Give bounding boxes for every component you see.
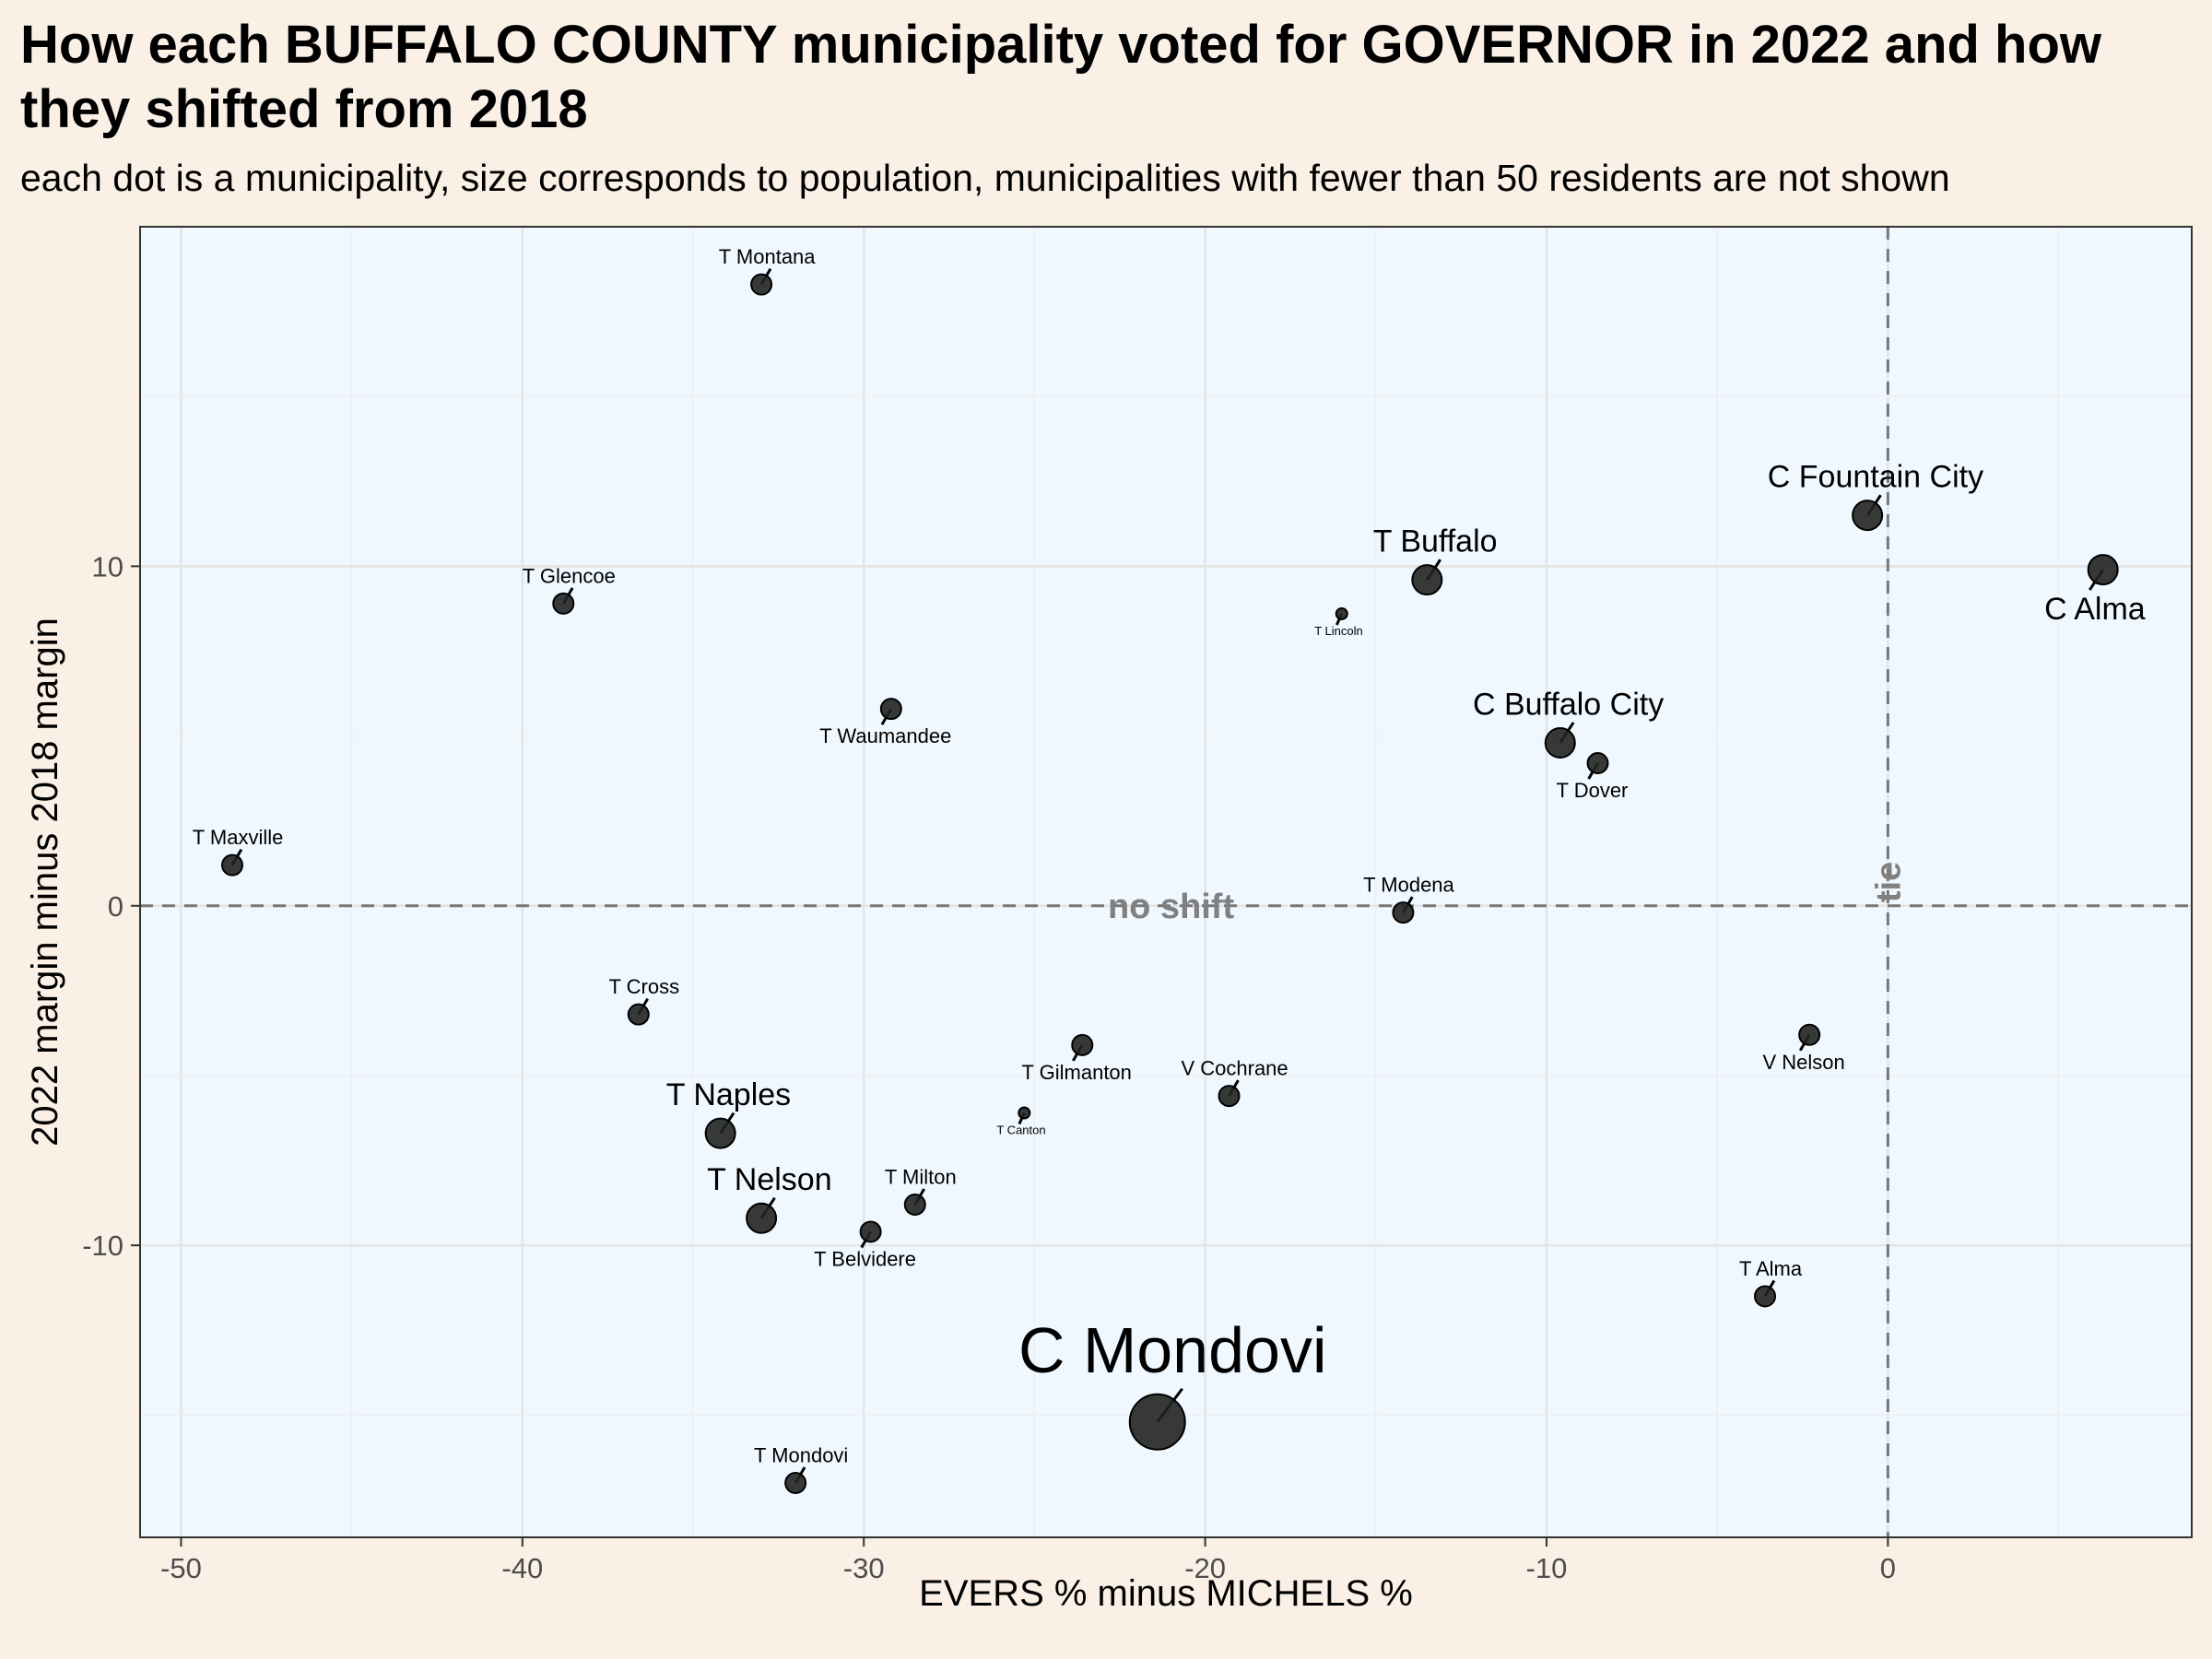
data-point-group: T Dover	[1557, 752, 1629, 802]
data-points: T Montana C Fountain City C Alma T Buffalo T…	[193, 245, 2146, 1495]
point-label: T Modena	[1363, 874, 1454, 897]
y-tick-label: 10	[92, 550, 124, 582]
point-label: C Alma	[2044, 592, 2146, 627]
data-point	[859, 1220, 882, 1243]
data-point	[1544, 726, 1576, 759]
data-point	[1798, 1023, 1821, 1046]
data-point-group: T Lincoln	[1314, 606, 1363, 638]
point-label: T Cross	[609, 975, 680, 998]
data-point-group: T Maxville	[193, 826, 284, 877]
data-point-group: T Belvidere	[814, 1220, 916, 1270]
data-point	[1392, 901, 1415, 924]
data-point	[903, 1193, 926, 1216]
point-label: C Mondovi	[1018, 1314, 1327, 1386]
data-point-group: T Gilmanton	[1021, 1033, 1132, 1084]
data-point	[1128, 1393, 1186, 1451]
data-point-group: T Waumandee	[819, 698, 951, 747]
data-point	[552, 592, 575, 615]
data-point	[1754, 1285, 1777, 1308]
data-point	[2087, 554, 2119, 586]
point-label: T Naples	[666, 1077, 791, 1112]
point-label: T Montana	[719, 245, 817, 268]
point-label: T Dover	[1557, 779, 1629, 802]
point-label: T Waumandee	[819, 724, 951, 747]
data-point	[1071, 1033, 1094, 1056]
point-label: T Alma	[1739, 1257, 1803, 1280]
chart-title: How each BUFFALO COUNTY municipality vot…	[20, 15, 2102, 139]
data-point-group: T Mondovi	[754, 1444, 848, 1495]
data-point	[627, 1003, 650, 1026]
y-tick-label: 0	[108, 890, 124, 923]
point-label: T Nelson	[707, 1162, 831, 1197]
x-tick-label: -50	[160, 1552, 202, 1584]
data-point-group: T Buffalo	[1373, 524, 1498, 596]
x-tick-label: -40	[501, 1552, 543, 1584]
data-point	[746, 1202, 778, 1234]
data-point	[1018, 1106, 1031, 1120]
data-point-group: C Fountain City	[1768, 460, 1983, 532]
x-tick-label: -20	[1184, 1552, 1226, 1584]
data-point-group: T Modena	[1363, 874, 1455, 924]
data-point	[704, 1117, 736, 1149]
reference-lines: no shift tie	[140, 227, 2192, 1537]
data-point-group: V Cochrane	[1181, 1057, 1288, 1108]
chart-subtitle: each dot is a municipality, size corresp…	[20, 157, 1950, 199]
point-label: T Glencoe	[523, 564, 616, 587]
point-label: T Lincoln	[1314, 624, 1363, 638]
point-label: V Nelson	[1762, 1051, 1844, 1074]
data-point-group: T Naples	[666, 1077, 791, 1149]
plot-panel	[140, 227, 2192, 1537]
point-label: T Belvidere	[814, 1247, 916, 1270]
data-point-group: T Milton	[885, 1165, 957, 1216]
data-point	[1218, 1085, 1241, 1108]
data-point	[1852, 500, 1884, 532]
x-tick-label: -10	[1526, 1552, 1568, 1584]
data-point-group: C Buffalo City	[1473, 687, 1664, 759]
data-point-group: T Canton	[996, 1106, 1046, 1137]
data-point-group: C Alma	[2044, 554, 2146, 627]
axis-ticks: -50 -40 -30 -20 -10 0 -10 0 10	[82, 550, 1896, 1584]
data-point-group: V Nelson	[1762, 1023, 1845, 1074]
y-axis-label: 2022 margin minus 2018 margin	[25, 618, 65, 1147]
point-label: T Buffalo	[1373, 524, 1498, 559]
tie-label: tie	[1869, 862, 1908, 902]
data-point-group: T Cross	[609, 975, 680, 1026]
data-point-group: C Mondovi	[1018, 1314, 1327, 1451]
x-tick-label: -30	[843, 1552, 885, 1584]
data-point	[1411, 564, 1443, 596]
point-label: T Canton	[996, 1124, 1045, 1137]
point-label: T Milton	[885, 1165, 957, 1188]
data-point	[784, 1472, 807, 1495]
point-label: C Fountain City	[1768, 460, 1983, 495]
data-point	[879, 698, 902, 721]
x-axis-label: EVERS % minus MICHELS %	[919, 1573, 1413, 1614]
point-label: C Buffalo City	[1473, 687, 1664, 722]
x-tick-label: 0	[1880, 1552, 1896, 1584]
point-label: V Cochrane	[1181, 1057, 1288, 1080]
data-point-group: T Alma	[1739, 1257, 1803, 1308]
data-point	[1335, 606, 1348, 620]
no-shift-label: no shift	[1108, 888, 1235, 926]
point-label: T Mondovi	[754, 1444, 848, 1467]
y-tick-label: -10	[82, 1230, 124, 1262]
data-point-group: T Glencoe	[523, 564, 616, 615]
plot-border	[139, 226, 2193, 1538]
point-label: T Maxville	[193, 826, 284, 849]
data-point-group: T Nelson	[707, 1162, 832, 1234]
data-point	[1586, 752, 1609, 775]
data-point-group: T Montana	[719, 245, 817, 296]
data-point	[750, 273, 773, 296]
point-label: T Gilmanton	[1021, 1061, 1131, 1084]
data-point	[221, 853, 244, 877]
